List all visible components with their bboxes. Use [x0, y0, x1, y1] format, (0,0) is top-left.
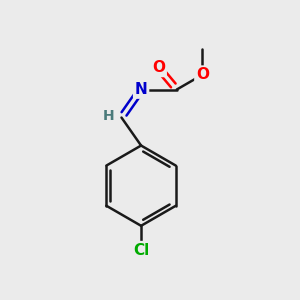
- Text: O: O: [152, 60, 165, 75]
- Text: Cl: Cl: [133, 243, 149, 258]
- Text: O: O: [196, 67, 209, 82]
- Text: N: N: [135, 82, 148, 97]
- Text: H: H: [103, 109, 115, 123]
